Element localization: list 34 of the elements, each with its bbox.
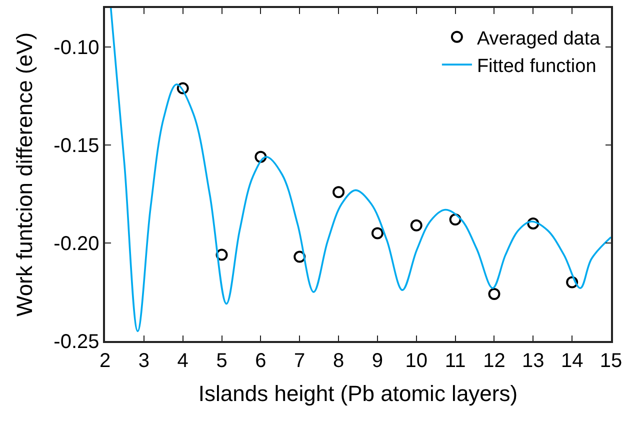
legend-label: Averaged data	[476, 28, 601, 50]
x-tick-label: 11	[444, 350, 466, 372]
x-tick-label: 6	[255, 350, 266, 372]
point	[449, 214, 462, 226]
line-series	[110, 8, 611, 332]
x-axis-title: Islands height (Pb atomic layers)	[198, 381, 518, 406]
legend-label: Fitted function	[476, 56, 596, 77]
point	[488, 288, 500, 300]
x-tick-label: 4	[177, 350, 188, 372]
y-tick-label: -0.15	[54, 135, 100, 158]
x-tick-label: 3	[138, 350, 150, 372]
y-tick-label: -0.10	[54, 37, 100, 60]
point	[527, 217, 540, 230]
x-tick-label: 13	[522, 350, 544, 372]
x-tick-label: 8	[332, 350, 344, 372]
x-tick-label: 5	[216, 350, 228, 372]
x-tick-label: 9	[372, 350, 384, 372]
y-tick-label: -0.25	[54, 331, 100, 353]
point	[371, 227, 384, 240]
point	[410, 219, 422, 232]
x-tick-label: 15	[600, 350, 622, 372]
point	[566, 276, 578, 288]
y-tick-label: -0.20	[54, 233, 100, 256]
point	[254, 150, 267, 163]
point	[332, 186, 345, 198]
point	[216, 248, 228, 261]
x-tick-label: 10	[405, 350, 428, 372]
x-tick-label: 14	[560, 350, 584, 372]
point	[176, 82, 189, 94]
y-axis-title: Work funtcion difference (eV)	[12, 32, 37, 317]
x-tick-label: 7	[294, 350, 306, 372]
point	[294, 250, 306, 263]
x-tick-label: 12	[483, 350, 506, 372]
x-tick-label: 2	[99, 350, 111, 372]
